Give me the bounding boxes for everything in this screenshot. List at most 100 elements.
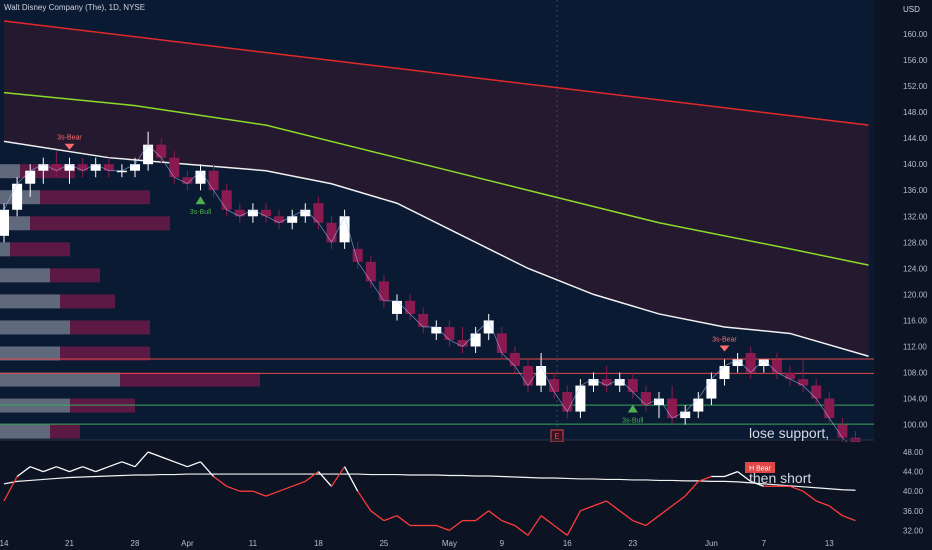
price-tick-4: 144.00: [903, 134, 928, 143]
candle-body-56: [732, 359, 743, 367]
osc-segment-22: [291, 480, 306, 487]
profile-bar-sell-5: [60, 294, 115, 309]
earnings-marker[interactable]: E: [550, 429, 564, 443]
price-tick-3: 148.00: [903, 108, 928, 117]
osc-segment-45: [593, 500, 607, 507]
candle-body-11: [143, 144, 154, 165]
candle-body-42: [549, 379, 560, 393]
candle-body-40: [523, 366, 533, 386]
osc-segment-25: [330, 466, 346, 487]
candle-body-22: [287, 216, 298, 223]
osc-segment-36: [475, 510, 490, 522]
osc-background: [0, 442, 874, 536]
signal-markers: 3s-Bear 3s-Bull 3s-Bull 3s-Bear: [57, 135, 737, 425]
date-label-9: 16: [563, 539, 572, 548]
price-tick-1: 156.00: [903, 56, 928, 65]
osc-segment-57: [750, 480, 765, 487]
date-label-6: 25: [379, 539, 388, 548]
candle-body-13: [169, 157, 180, 178]
ma-line-1: [3, 20, 869, 126]
profile-bar-sell-10: [50, 424, 80, 439]
osc-segment-51: [671, 495, 686, 507]
profile-bar-3: [0, 242, 10, 257]
osc-segment-26: [344, 466, 359, 492]
candle-body-32: [418, 313, 429, 327]
candle-body-27: [352, 248, 363, 262]
osc-segment-37: [488, 510, 503, 522]
candle-body-24: [313, 203, 324, 223]
osc-segment-3: [43, 466, 57, 473]
candle-body-63: [824, 398, 835, 419]
osc-segment-56: [737, 471, 752, 482]
date-label-4: 11: [249, 539, 258, 548]
osc-segment-12: [160, 456, 175, 463]
candle-body-33: [431, 326, 442, 334]
candle-body-44: [575, 385, 586, 412]
candle-body-31: [405, 300, 416, 314]
candle-body-54: [706, 379, 717, 399]
candle-body-47: [614, 379, 625, 386]
osc-segment-47: [619, 510, 634, 522]
date-label-8: 9: [500, 539, 505, 548]
osc-segment-17: [226, 485, 241, 492]
osc-segment-6: [82, 466, 96, 473]
date-label-12: 7: [762, 539, 767, 548]
osc-segment-61: [802, 490, 817, 502]
osc-segment-55: [724, 470, 738, 478]
candle-body-18: [234, 209, 245, 217]
candle-body-30: [392, 300, 402, 314]
osc-tick-4: 32.00: [903, 526, 924, 535]
marker-label-2: 3s-Bull: [622, 418, 644, 425]
candle-body-3: [38, 164, 49, 171]
candle-body-43: [562, 392, 573, 412]
marker-arrow-3: [719, 345, 730, 352]
profile-bar-0: [0, 164, 20, 179]
chart-title: Walt Disney Company (The), 1D, NYSE: [4, 3, 146, 12]
osc-segment-5: [69, 466, 83, 473]
profile-bar-6: [0, 320, 70, 335]
osc-segment-11: [147, 451, 162, 458]
candle-body-12: [156, 144, 167, 158]
candle-body-38: [496, 333, 507, 353]
price-tick-15: 100.00: [903, 421, 928, 430]
osc-segment-42: [553, 524, 568, 536]
date-label-5: 18: [314, 539, 323, 548]
date-label-2: 28: [131, 539, 140, 548]
price-tick-11: 116.00: [903, 316, 927, 325]
profile-bar-sell-4: [50, 268, 100, 283]
osc-segment-8: [108, 461, 123, 468]
candle-body-34: [444, 326, 455, 340]
profile-bar-4: [0, 268, 50, 283]
marker-arrow-1: [195, 196, 206, 205]
price-tick-7: 132.00: [903, 212, 928, 221]
osc-segment-14: [187, 461, 201, 468]
profile-bar-10: [0, 424, 50, 439]
candle-body-62: [811, 385, 822, 399]
price-tick-5: 140.00: [903, 160, 928, 169]
annotation-text: lose support, then short: [749, 396, 829, 501]
close-line: [3, 144, 869, 463]
candle-body-55: [719, 366, 730, 380]
osc-segment-53: [698, 475, 712, 483]
date-label-1: 21: [65, 539, 74, 548]
osc-segment-24: [317, 471, 332, 487]
price-axis[interactable]: 160.00 156.00 152.00 148.00 144.00 140.00 136.…: [903, 30, 928, 430]
osc-signal-line: [3, 473, 856, 491]
date-axis[interactable]: 14 21 28 Apr 11 18 25 May 9 16 23 Jun 7 13: [0, 539, 834, 548]
osc-segment-0: [3, 476, 18, 502]
osc-segment-39: [514, 524, 529, 536]
price-tick-2: 152.00: [903, 82, 928, 91]
candle-body-37: [483, 320, 494, 334]
candle-body-9: [116, 170, 127, 173]
candle-body-29: [378, 281, 389, 301]
candle-body-49: [640, 392, 651, 406]
oscillator-pane[interactable]: H Bear 48.00 44.00 40.00 36.00 32.00: [0, 442, 924, 536]
osc-segment-21: [278, 485, 293, 492]
osc-segment-29: [383, 515, 398, 522]
price-scale[interactable]: [874, 0, 932, 550]
candle-body-59: [771, 359, 782, 373]
candle-body-1: [12, 183, 23, 210]
osc-badge: [745, 462, 775, 473]
ma-line-2: [3, 91, 869, 266]
